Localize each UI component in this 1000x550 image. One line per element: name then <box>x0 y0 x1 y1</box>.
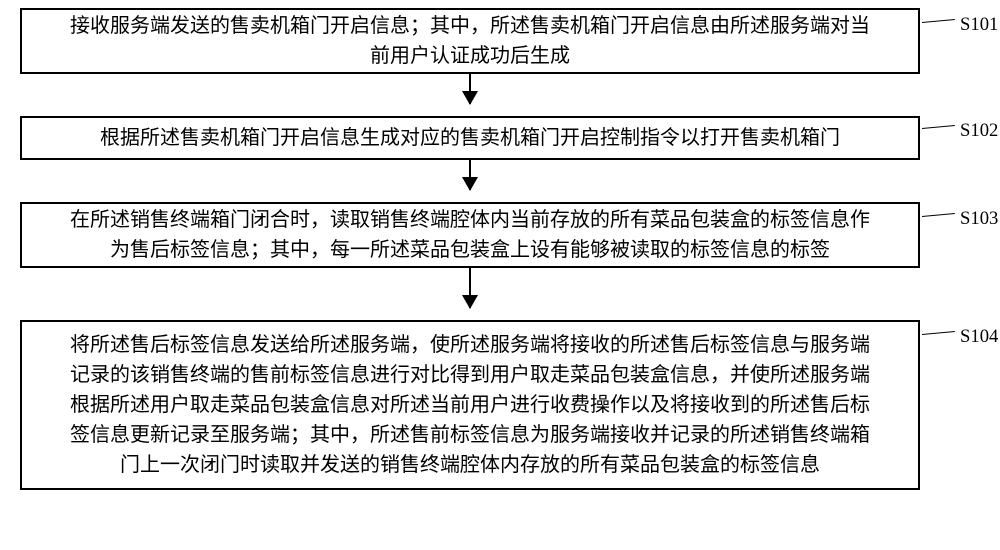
flow-arrow <box>469 160 471 190</box>
flow-step-text: 在所述销售终端箱门闭合时，读取销售终端腔体内当前存放的所有菜品包装盒的标签信息作… <box>70 205 870 265</box>
flow-step-label: S104 <box>960 326 998 348</box>
flow-step-S101: 接收服务端发送的售卖机箱门开启信息；其中，所述售卖机箱门开启信息由所述服务端对当… <box>20 8 920 74</box>
flow-arrow <box>469 74 471 104</box>
flow-step-text: 接收服务端发送的售卖机箱门开启信息；其中，所述售卖机箱门开启信息由所述服务端对当… <box>70 11 870 71</box>
flow-step-S102: 根据所述售卖机箱门开启信息生成对应的售卖机箱门开启控制指令以打开售卖机箱门 <box>20 116 920 160</box>
label-leader-line <box>922 331 955 335</box>
flowchart-canvas: 接收服务端发送的售卖机箱门开启信息；其中，所述售卖机箱门开启信息由所述服务端对当… <box>0 0 1000 550</box>
label-leader-line <box>922 125 955 129</box>
flow-step-label: S101 <box>960 14 998 36</box>
label-leader-line <box>922 213 955 217</box>
flow-step-S104: 将所述售后标签信息发送给所述服务端，使所述服务端将接收的所述售后标签信息与服务端… <box>20 320 920 490</box>
flow-step-label: S102 <box>960 120 998 142</box>
flow-step-text: 将所述售后标签信息发送给所述服务端，使所述服务端将接收的所述售后标签信息与服务端… <box>70 330 870 480</box>
flow-arrow <box>469 268 471 308</box>
flow-step-S103: 在所述销售终端箱门闭合时，读取销售终端腔体内当前存放的所有菜品包装盒的标签信息作… <box>20 202 920 268</box>
flow-step-label: S103 <box>960 208 998 230</box>
flow-step-text: 根据所述售卖机箱门开启信息生成对应的售卖机箱门开启控制指令以打开售卖机箱门 <box>100 123 840 153</box>
label-leader-line <box>922 19 955 23</box>
